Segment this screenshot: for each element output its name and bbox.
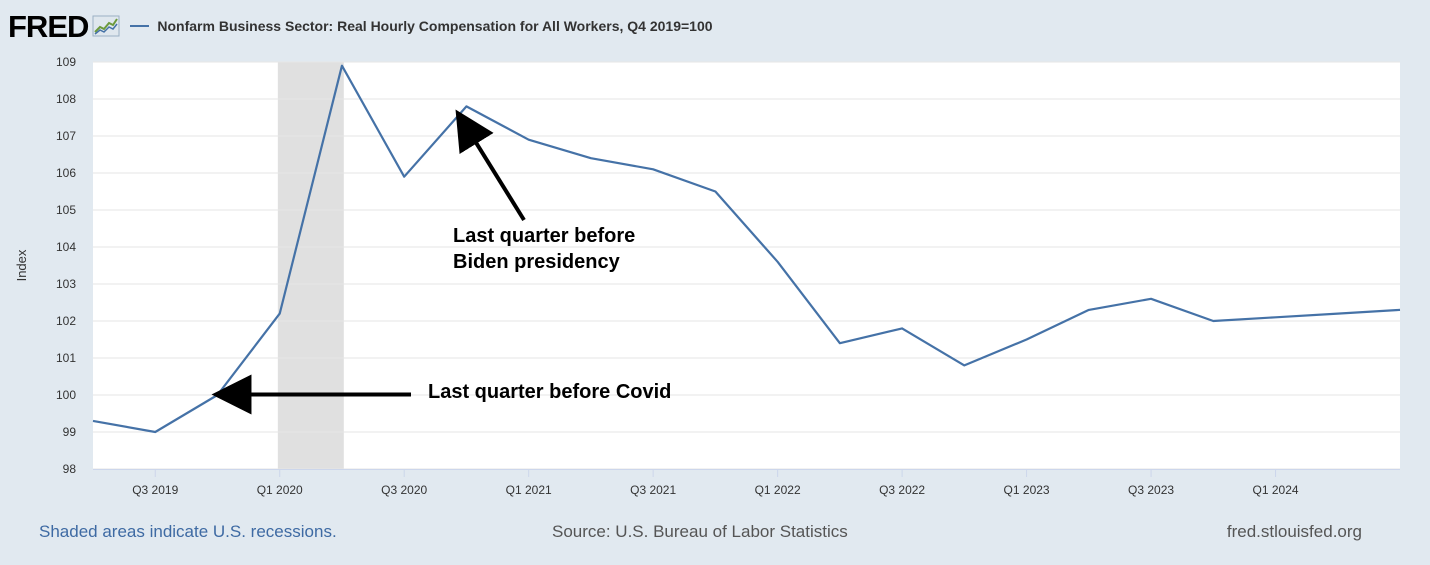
x-tick-label: Q1 2021	[506, 483, 552, 497]
y-tick-label: 108	[56, 92, 76, 106]
recession-note: Shaded areas indicate U.S. recessions.	[39, 522, 337, 541]
x-tick-label: Q3 2022	[879, 483, 925, 497]
y-tick-label: 99	[63, 425, 77, 439]
x-tick-label: Q3 2023	[1128, 483, 1174, 497]
y-tick-label: 100	[56, 388, 76, 402]
y-tick-label: 105	[56, 203, 76, 217]
x-tick-label: Q1 2020	[257, 483, 303, 497]
x-tick-label: Q1 2022	[755, 483, 801, 497]
y-tick-label: 103	[56, 277, 76, 291]
fred-graph-icon	[92, 15, 120, 37]
legend-swatch	[130, 25, 150, 27]
biden-annotation-line: Biden presidency	[453, 251, 621, 273]
source-note: Source: U.S. Bureau of Labor Statistics	[552, 522, 848, 541]
x-tick-label: Q3 2019	[132, 483, 178, 497]
biden-annotation-line: Last quarter before	[453, 225, 635, 247]
y-tick-label: 102	[56, 314, 76, 328]
x-tick-label: Q3 2021	[630, 483, 676, 497]
x-tick-label: Q3 2020	[381, 483, 427, 497]
y-tick-label: 101	[56, 351, 76, 365]
series-line	[92, 64, 1401, 434]
y-tick-label: 98	[63, 462, 77, 476]
covid-annotation: Last quarter before Covid	[428, 381, 671, 403]
y-tick-label: 107	[56, 129, 76, 143]
legend-label: Nonfarm Business Sector: Real Hourly Com…	[157, 18, 713, 34]
x-tick-label: Q1 2024	[1253, 483, 1299, 497]
y-axis-title: Index	[14, 249, 29, 281]
legend[interactable]: Nonfarm Business Sector: Real Hourly Com…	[130, 18, 713, 34]
chart-header: FRED Nonfarm Business Sector: Real Hourl…	[8, 8, 713, 44]
site-link[interactable]: fred.stlouisfed.org	[1226, 522, 1362, 541]
fred-logo[interactable]: FRED	[8, 8, 89, 44]
y-tick-label: 104	[56, 240, 76, 254]
y-tick-label: 106	[56, 166, 76, 180]
biden-arrow	[455, 109, 526, 222]
y-tick-label: 109	[56, 55, 76, 69]
chart: 98 99 100 101 102 103 104 105 106 107 108 109 Q3 201…	[14, 55, 1401, 497]
recession-band	[277, 62, 344, 469]
x-tick-label: Q1 2023	[1004, 483, 1050, 497]
